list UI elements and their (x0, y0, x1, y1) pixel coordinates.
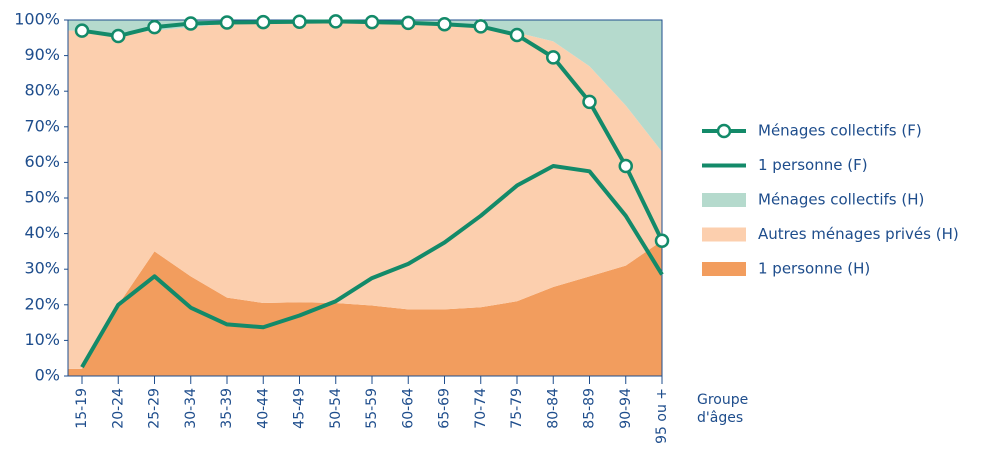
area (68, 240, 662, 376)
point (292, 14, 307, 30)
x-tick-label: 55-59 (364, 388, 380, 429)
point (219, 15, 235, 30)
y-tick-label: 40% (24, 223, 60, 242)
point (654, 233, 670, 248)
x-axis-label: Groupe (697, 392, 748, 408)
y-tick-label: 80% (24, 81, 60, 100)
x-tick-label: 60-64 (400, 388, 416, 429)
point (473, 19, 488, 34)
point (546, 50, 561, 65)
y-tick-label: 10% (24, 330, 60, 349)
x-tick-label: 95 ou + (654, 388, 670, 444)
legend-swatch (702, 227, 746, 242)
legend-swatch (702, 262, 746, 276)
legend-swatch (702, 193, 746, 207)
line (80, 163, 664, 369)
point (582, 94, 597, 110)
x-axis-label: d'âges (697, 410, 743, 426)
x-tick-label: 20-24 (110, 388, 126, 429)
point (256, 14, 271, 30)
x-tick-label: 75-79 (509, 388, 525, 429)
point (618, 158, 633, 174)
point (111, 28, 126, 44)
x-tick-label: 65-69 (437, 388, 453, 429)
x-tick-label: 40-44 (255, 388, 271, 429)
y-tick-label: 0% (35, 366, 60, 385)
legend-label: Ménages collectifs (F) (758, 122, 922, 140)
legend-label: 1 personne (H) (758, 260, 870, 278)
y-tick-label: 30% (24, 259, 60, 278)
legend-marker (716, 123, 732, 139)
x-tick-label: 25-29 (147, 388, 163, 429)
x-tick-label: 80-84 (545, 388, 561, 429)
x-tick-label: 85-89 (582, 388, 598, 429)
area (68, 21, 662, 369)
x-tick-label: 30-34 (183, 388, 199, 429)
y-tick-label: 70% (24, 116, 60, 135)
legend-label: Autres ménages privés (H) (758, 225, 959, 243)
x-tick-label: 70-74 (473, 388, 489, 429)
y-tick-label: 100% (14, 10, 60, 29)
legend-label: Ménages collectifs (H) (758, 191, 924, 209)
point (401, 15, 416, 31)
x-tick-label: 45-49 (292, 388, 308, 429)
point (147, 19, 162, 35)
y-tick-label: 90% (24, 45, 60, 64)
legend-label: 1 personne (F) (758, 156, 868, 174)
y-tick-label: 50% (24, 188, 60, 207)
point (509, 27, 525, 43)
point (74, 23, 90, 38)
point (328, 14, 343, 29)
x-tick-label: 35-39 (219, 388, 235, 429)
point (183, 16, 198, 31)
x-tick-label: 15-19 (74, 388, 90, 429)
y-tick-label: 20% (24, 294, 60, 313)
point (437, 17, 452, 32)
point (364, 14, 380, 30)
y-tick-label: 60% (24, 152, 60, 171)
x-tick-label: 50-54 (328, 388, 344, 429)
x-tick-label: 90-94 (618, 388, 634, 429)
